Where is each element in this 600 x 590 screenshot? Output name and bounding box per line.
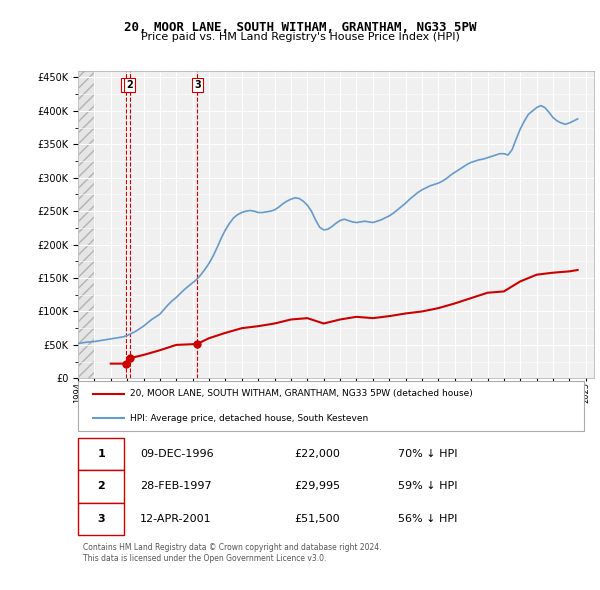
FancyBboxPatch shape [78,381,584,431]
Text: Contains HM Land Registry data © Crown copyright and database right 2024.
This d: Contains HM Land Registry data © Crown c… [83,543,382,562]
Text: 3: 3 [194,80,200,90]
Text: 12-APR-2001: 12-APR-2001 [140,514,212,524]
Text: £29,995: £29,995 [295,481,341,491]
Text: 70% ↓ HPI: 70% ↓ HPI [398,449,457,459]
Text: £22,000: £22,000 [295,449,341,459]
FancyBboxPatch shape [78,438,124,470]
Text: 1: 1 [123,80,130,90]
Text: 2: 2 [97,481,105,491]
FancyBboxPatch shape [78,470,124,503]
Text: 56% ↓ HPI: 56% ↓ HPI [398,514,457,524]
Bar [78,71,94,378]
Text: 20, MOOR LANE, SOUTH WITHAM, GRANTHAM, NG33 5PW (detached house): 20, MOOR LANE, SOUTH WITHAM, GRANTHAM, N… [130,389,472,398]
Text: 09-DEC-1996: 09-DEC-1996 [140,449,214,459]
FancyBboxPatch shape [78,503,124,535]
Bar [78,71,94,378]
Text: 2: 2 [127,80,133,90]
Text: 1: 1 [97,449,105,459]
Text: 3: 3 [97,514,105,524]
Text: 20, MOOR LANE, SOUTH WITHAM, GRANTHAM, NG33 5PW: 20, MOOR LANE, SOUTH WITHAM, GRANTHAM, N… [124,21,476,34]
Text: 59% ↓ HPI: 59% ↓ HPI [398,481,457,491]
Text: Price paid vs. HM Land Registry's House Price Index (HPI): Price paid vs. HM Land Registry's House … [140,32,460,42]
Text: £51,500: £51,500 [295,514,340,524]
Text: HPI: Average price, detached house, South Kesteven: HPI: Average price, detached house, Sout… [130,414,368,422]
Text: 28-FEB-1997: 28-FEB-1997 [140,481,212,491]
